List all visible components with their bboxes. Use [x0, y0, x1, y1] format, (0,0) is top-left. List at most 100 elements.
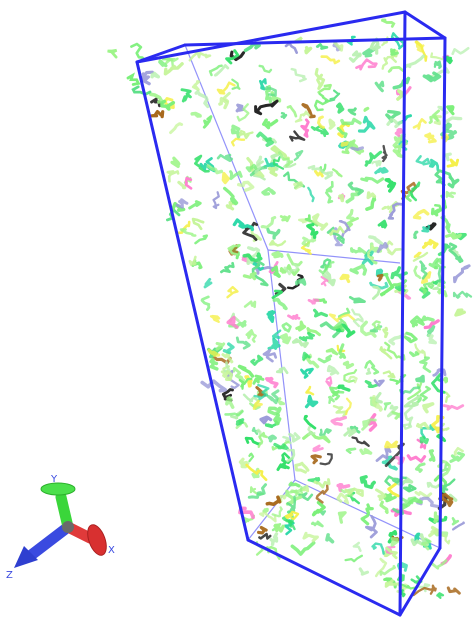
- polymer-chain: [223, 186, 239, 206]
- polymer-chain: [341, 139, 356, 155]
- polymer-chain: [355, 58, 378, 71]
- polymer-chain: [281, 322, 292, 333]
- polymer-chain: [351, 436, 370, 447]
- polymer-chain: [413, 265, 422, 280]
- polymer-chain: [412, 584, 437, 597]
- polymer-chain: [403, 395, 421, 408]
- polymer-chain: [360, 503, 374, 526]
- polymer-chain: [451, 517, 460, 526]
- polymer-chain: [376, 241, 389, 254]
- polymer-chain: [279, 333, 292, 345]
- polymer-chain: [269, 532, 279, 546]
- polymer-chain: [320, 275, 329, 287]
- polymer-chain: [415, 155, 431, 166]
- polymer-chain: [452, 290, 473, 299]
- polymer-chain: [331, 390, 345, 401]
- polymer-chain: [382, 370, 396, 379]
- polymer-chain: [352, 541, 362, 552]
- polymer-chain: [432, 286, 442, 291]
- polymer-chain: [273, 156, 285, 170]
- polymer-chain: [191, 80, 201, 92]
- polymer-chain: [433, 257, 446, 270]
- polymer-chain: [262, 507, 269, 513]
- polymer-chain: [336, 102, 345, 114]
- polymer-chain: [222, 91, 231, 103]
- polymer-chain: [237, 364, 255, 378]
- polymer-chain: [179, 228, 197, 237]
- polymer-chain: [294, 461, 310, 474]
- polymer-chain: [267, 406, 282, 416]
- polymer-chain: [166, 208, 181, 222]
- polymer-chain: [367, 244, 375, 261]
- polymer-chain: [337, 384, 351, 392]
- polymer-chain: [302, 351, 311, 361]
- polymer-chain: [338, 194, 345, 203]
- polymer-chain: [281, 452, 294, 465]
- polymer-chain: [421, 224, 431, 233]
- polymer-chain: [423, 319, 440, 330]
- polymer-chain: [225, 396, 235, 409]
- polymer-chain: [419, 260, 428, 280]
- polymer-chain: [439, 492, 454, 507]
- polymer-chain: [200, 295, 211, 311]
- polymer-chain: [338, 219, 351, 239]
- polymer-chain: [333, 40, 344, 52]
- polymer-chain: [287, 313, 301, 320]
- polymer-chain: [396, 89, 407, 101]
- polymer-chain: [397, 114, 412, 125]
- polymer-chain: [227, 244, 241, 256]
- polymer-chain: [252, 399, 263, 410]
- polymer-chain: [409, 351, 420, 358]
- polymer-chain: [399, 496, 417, 508]
- polymer-chain: [235, 418, 249, 429]
- polymer-chain: [347, 107, 357, 116]
- polymer-chain: [149, 92, 164, 104]
- polymer-chain: [375, 488, 387, 501]
- polymer-chain: [314, 169, 324, 178]
- polymer-chain: [175, 198, 189, 209]
- polymer-chain: [215, 342, 226, 351]
- polymer-chain: [318, 260, 335, 275]
- polymer-chain: [446, 105, 455, 116]
- polymer-chain: [271, 250, 284, 259]
- polymer-chain: [284, 42, 298, 54]
- polymer-chain: [231, 78, 241, 90]
- polymer-chain: [448, 242, 464, 264]
- polymer-chain: [403, 331, 418, 344]
- polymer-chain: [311, 500, 326, 517]
- polymer-chain: [237, 180, 255, 192]
- polymer-chain: [351, 50, 362, 57]
- polymer-chain: [209, 357, 219, 371]
- polymer-chain: [381, 144, 388, 163]
- polymer-chain: [307, 186, 315, 203]
- polymer-chain: [262, 348, 278, 363]
- polymer-chain: [381, 455, 398, 471]
- polymer-chain: [363, 106, 370, 112]
- polymer-chain: [413, 230, 419, 240]
- polymer-chain: [345, 397, 352, 416]
- polymer-chain: [428, 449, 436, 462]
- polymer-chain: [300, 118, 310, 138]
- polymer-chain: [415, 40, 425, 53]
- polymer-chain: [451, 47, 470, 56]
- polymer-chain: [310, 454, 322, 465]
- polymer-chain: [400, 497, 423, 510]
- polymer-chain: [245, 463, 268, 481]
- polymer-chain: [131, 85, 152, 96]
- polymer-chain: [433, 511, 442, 524]
- polymer-chain: [126, 72, 141, 86]
- polymer-chain: [421, 238, 439, 250]
- polymer-chain: [221, 351, 234, 364]
- polymer-chain: [266, 389, 280, 405]
- polymer-chain: [314, 67, 326, 90]
- polymer-chain: [441, 533, 451, 545]
- polymer-chain: [273, 442, 289, 451]
- simulation-box-front: [135, 10, 447, 617]
- polymer-chain: [266, 227, 281, 240]
- polymer-chain: [194, 234, 209, 245]
- polymer-chain: [348, 295, 366, 304]
- polymer-chain: [171, 201, 186, 212]
- polymer-chain: [344, 487, 364, 497]
- polymer-chain: [399, 589, 406, 598]
